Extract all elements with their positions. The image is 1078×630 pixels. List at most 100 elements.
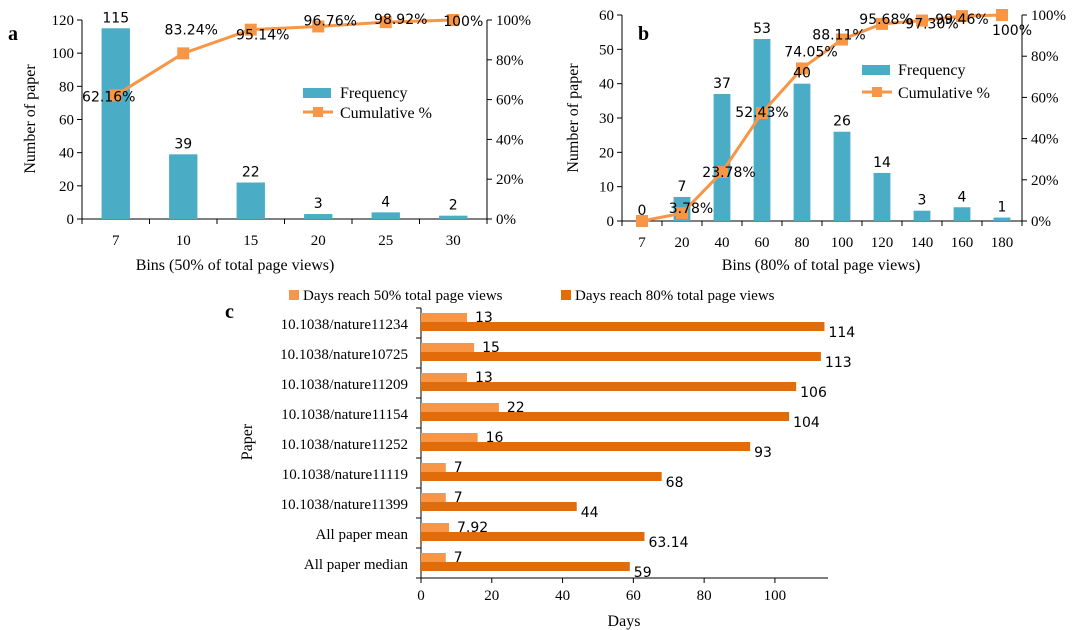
a-bar — [169, 154, 198, 219]
a-ytick-label: 20 — [59, 179, 74, 195]
c-bar-days80-label: 68 — [666, 475, 684, 491]
panel-a-axes: 0 20 40 60 80 100 120 0% 20% 40% 60% 80% 100% 7 10 15 20… — [52, 13, 532, 249]
b-cumulative-marker — [636, 215, 648, 227]
a-xtick-label: 15 — [243, 233, 258, 249]
a-cumulative-marker — [312, 20, 325, 33]
b-xtick-label: 120 — [871, 235, 894, 251]
b-bar — [713, 93, 731, 221]
b-ytick-label: 50 — [599, 42, 614, 58]
a-bar — [439, 215, 468, 219]
b-ytick-label: 30 — [599, 111, 614, 127]
panel-b-ylabel: Number of paper — [565, 63, 582, 173]
c-bar-days50 — [421, 403, 499, 412]
b-cumulative-marker — [796, 62, 808, 75]
c-category-label: All paper median — [304, 557, 409, 573]
a-cumulative-label: 62.16% — [82, 89, 135, 105]
c-bar-days80 — [421, 532, 645, 541]
b-bar-label: 0 — [638, 203, 647, 219]
c-bar-days50 — [421, 373, 468, 382]
legend-days50-label: Days reach 50% total page views — [303, 288, 503, 304]
a-xtick-label: 30 — [446, 233, 461, 249]
c-bar-days50-label: 7 — [454, 550, 463, 566]
panel-a-cumulative-line — [109, 14, 460, 102]
c-bar-days80-label: 114 — [828, 325, 855, 341]
c-bar-days80-label: 63.14 — [648, 535, 688, 551]
c-bar-days50-label: 7 — [454, 460, 463, 476]
b-y2tick-label: 20% — [1031, 173, 1059, 189]
b-bar — [833, 131, 851, 221]
a-y2tick-label: 60% — [496, 93, 524, 109]
a-bar — [101, 28, 130, 219]
b-xtick-label: 40 — [715, 235, 730, 251]
panel-c-xlabel: Days — [608, 613, 641, 630]
b-cumulative-marker — [996, 9, 1008, 21]
c-category-label: All paper mean — [316, 527, 409, 543]
b-bar-label: 37 — [713, 76, 731, 92]
b-y2tick-label: 40% — [1031, 132, 1059, 148]
c-bar-days80 — [421, 442, 751, 451]
legend-frequency-label: Frequency — [340, 85, 408, 102]
c-bar-days50-label: 15 — [482, 340, 500, 356]
b-bar — [753, 39, 771, 222]
a-y2tick-label: 100% — [496, 13, 531, 29]
panel-a-ylabel: Number of paper — [22, 64, 39, 174]
a-cumulative-label: 96.76% — [304, 13, 357, 29]
c-bar-days80 — [421, 352, 821, 361]
c-bar-days80 — [421, 382, 797, 391]
panel-c: c Days reach 50% total page views Days r… — [225, 288, 855, 630]
c-bar-days80 — [421, 472, 662, 481]
b-bar — [793, 83, 811, 222]
b-cumulative-label: 99.46% — [935, 12, 988, 28]
b-y2tick-label: 0% — [1031, 214, 1051, 230]
panel-c-bars — [421, 313, 825, 571]
legend-cumulative-label: Cumulative % — [340, 105, 432, 122]
a-bar-label: 4 — [381, 194, 390, 210]
c-bar-days50 — [421, 313, 468, 322]
b-bar-label: 3 — [918, 193, 927, 209]
legend-b-cumulative-label: Cumulative % — [898, 85, 990, 102]
panel-b-xlabel: Bins (80% of total page views) — [722, 257, 921, 274]
a-cumulative-label: 83.24% — [165, 22, 218, 38]
c-bar-days50 — [421, 523, 450, 532]
b-ytick-label: 60 — [599, 8, 614, 24]
b-bar — [953, 207, 971, 221]
c-bar-days80-label: 93 — [754, 445, 772, 461]
a-y2tick-label: 80% — [496, 53, 524, 69]
legend-days80-swatch — [561, 290, 571, 300]
b-y2tick-label: 100% — [1031, 8, 1066, 24]
b-xtick-label: 80 — [795, 235, 810, 251]
b-xtick-label: 180 — [991, 235, 1014, 251]
b-bar — [873, 172, 891, 221]
b-ytick-label: 40 — [599, 77, 614, 93]
a-ytick-label: 0 — [67, 212, 75, 228]
c-bar-days50-label: 16 — [486, 430, 504, 446]
c-category-label: 10.1038/nature11252 — [281, 437, 408, 453]
b-bar-label: 4 — [958, 189, 967, 205]
c-bar-days50 — [421, 463, 446, 472]
c-category-label: 10.1038/nature10725 — [280, 347, 408, 363]
panel-c-data-labels: 13 114 15 113 13 106 22 104 16 93 7 68 7 44 7.92 63.14 7… — [454, 310, 856, 581]
b-cumulative-label: 97.30% — [905, 17, 958, 33]
a-cumulative-marker — [244, 23, 257, 36]
b-xtick-label: 60 — [755, 235, 770, 251]
c-xtick-label: 0 — [417, 588, 425, 604]
b-cumulative-polyline — [641, 13, 1003, 223]
a-cumulative-label: 100% — [443, 14, 483, 30]
b-y2tick-label: 60% — [1031, 90, 1059, 106]
b-cumulative-label: 95.68% — [859, 12, 912, 28]
b-cumulative-label: 23.78% — [702, 165, 755, 181]
b-ytick-label: 20 — [599, 145, 614, 161]
a-bar-label: 115 — [102, 10, 129, 26]
a-cumulative-polyline — [114, 18, 454, 97]
c-category-label: 10.1038/nature11119 — [282, 467, 408, 483]
b-cumulative-label: 88.11% — [812, 27, 865, 43]
a-xtick-label: 20 — [311, 233, 326, 249]
b-cumulative-marker — [916, 14, 928, 27]
a-cumulative-label: 98.92% — [374, 12, 427, 28]
a-bar-label: 3 — [314, 196, 323, 212]
panel-b-legend: Frequency Cumulative % — [862, 62, 990, 102]
legend-b-cumulative-marker — [872, 87, 882, 97]
c-bar-days50 — [421, 553, 446, 562]
a-bar-label: 2 — [449, 198, 458, 214]
b-bar — [913, 210, 931, 221]
